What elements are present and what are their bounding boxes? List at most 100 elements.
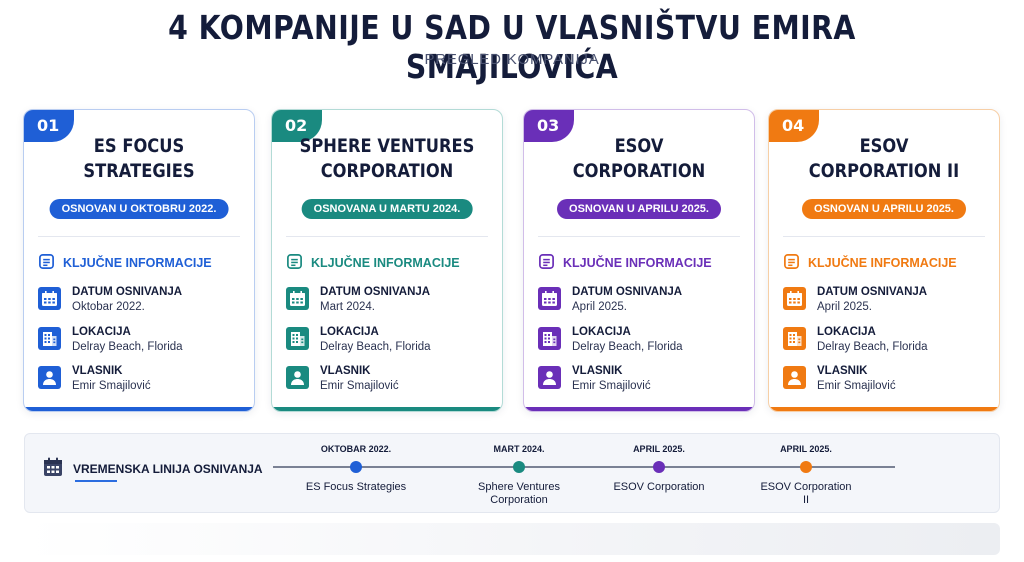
founding-date-row: DATUM OSNIVANJA Oktobar 2022. <box>38 285 182 315</box>
timeline-date: APRIL 2025. <box>633 444 685 454</box>
location-row: LOKACIJA Delray Beach, Florida <box>286 325 431 355</box>
founding-date-label: DATUM OSNIVANJA <box>817 286 928 298</box>
company-name-line-1: ESOV <box>859 136 909 157</box>
timeline-date: MART 2024. <box>493 444 545 454</box>
founded-badge: OSNOVAN U APRILU 2025. <box>802 199 966 219</box>
owner-row: VLASNIK Emir Smajilović <box>286 364 399 394</box>
card-accent-bar <box>524 407 754 411</box>
key-info-title: KLJUČNE INFORMACIJE <box>808 256 957 270</box>
person-icon <box>538 366 561 389</box>
company-card: 02 SPHERE VENTURES CORPORATION OSNOVANA U M… <box>271 109 503 412</box>
owner-label: VLASNIK <box>817 365 868 377</box>
card-number: 01 <box>24 110 74 142</box>
key-info-title: KLJUČNE INFORMACIJE <box>311 256 460 270</box>
founding-date-row: DATUM OSNIVANJA April 2025. <box>538 285 682 315</box>
founded-badge: OSNOVAN U APRILU 2025. <box>557 199 721 219</box>
key-info-heading: KLJUČNE INFORMACIJE <box>538 253 712 273</box>
clipboard-list-icon <box>538 253 555 273</box>
calendar-icon <box>286 287 309 310</box>
company-name-line-2: CORPORATION <box>320 161 454 182</box>
founding-date-row: DATUM OSNIVANJA April 2025. <box>783 285 927 315</box>
card-number: 03 <box>524 110 574 142</box>
faded-bottom-bar <box>24 523 1000 555</box>
company-name-line-1: ESOV <box>614 136 664 157</box>
owner-value: Emir Smajilović <box>72 380 151 392</box>
location-label: LOKACIJA <box>72 326 131 338</box>
location-label: LOKACIJA <box>572 326 631 338</box>
company-card: 01 ES FOCUS STRATEGIES OSNOVAN U OKTOBRU 20… <box>23 109 255 412</box>
card-number: 02 <box>272 110 322 142</box>
owner-value: Emir Smajilović <box>320 380 399 392</box>
key-info-heading: KLJUČNE INFORMACIJE <box>783 253 957 273</box>
page-title: 4 KOMPANIJE U SAD U VLASNIŠTVU EMIRA SMA… <box>168 8 856 86</box>
company-name: ESOV CORPORATION II <box>783 134 985 184</box>
timeline-company-name: ES Focus Strategies <box>305 481 407 493</box>
timeline-label: VREMENSKA LINIJA OSNIVANJA <box>73 461 263 476</box>
building-icon <box>783 327 806 350</box>
company-name: SPHERE VENTURES CORPORATION <box>286 134 488 184</box>
company-card: 04 ESOV CORPORATION II OSNOVAN U APRILU 202… <box>768 109 1000 412</box>
owner-label: VLASNIK <box>320 365 371 377</box>
person-icon <box>286 366 309 389</box>
timeline-date: APRIL 2025. <box>780 444 832 454</box>
founding-date-label: DATUM OSNIVANJA <box>320 286 431 298</box>
timeline-dot <box>350 461 362 473</box>
owner-label: VLASNIK <box>572 365 623 377</box>
owner-value: Emir Smajilović <box>817 380 896 392</box>
timeline-company-name: Sphere Ventures Corporation <box>478 481 560 506</box>
timeline-header: VREMENSKA LINIJA OSNIVANJA <box>42 456 263 481</box>
owner-label: VLASNIK <box>72 365 123 377</box>
key-info-heading: KLJUČNE INFORMACIJE <box>286 253 460 273</box>
card-accent-bar <box>24 407 254 411</box>
card-accent-bar <box>769 407 999 411</box>
founding-date-label: DATUM OSNIVANJA <box>572 286 683 298</box>
timeline-axis <box>273 466 895 468</box>
founding-date-value: Oktobar 2022. <box>72 301 145 313</box>
person-icon <box>38 366 61 389</box>
building-icon <box>286 327 309 350</box>
company-name-line-2: CORPORATION II <box>808 161 960 182</box>
card-divider <box>38 236 240 237</box>
company-name: ES FOCUS STRATEGIES <box>38 134 240 184</box>
founded-badge: OSNOVAN U OKTOBRU 2022. <box>49 199 229 219</box>
location-label: LOKACIJA <box>817 326 876 338</box>
location-row: LOKACIJA Delray Beach, Florida <box>38 325 183 355</box>
location-value: Delray Beach, Florida <box>320 341 431 353</box>
page-subtitle: PREGLED KOMPANIJA <box>424 51 600 68</box>
founding-timeline: VREMENSKA LINIJA OSNIVANJA OKTOBAR 2022.… <box>24 433 1000 513</box>
founding-date-row: DATUM OSNIVANJA Mart 2024. <box>286 285 430 315</box>
card-divider <box>538 236 740 237</box>
founding-date-label: DATUM OSNIVANJA <box>72 286 183 298</box>
company-name-line-2: CORPORATION <box>572 161 706 182</box>
founding-date-value: April 2025. <box>572 301 627 313</box>
owner-row: VLASNIK Emir Smajilović <box>38 364 151 394</box>
clipboard-list-icon <box>286 253 303 273</box>
calendar-icon <box>783 287 806 310</box>
timeline-dot <box>513 461 525 473</box>
calendar-icon <box>538 287 561 310</box>
timeline-company-name: ESOV Corporation <box>613 481 705 493</box>
timeline-label-underline <box>75 480 117 482</box>
clipboard-list-icon <box>38 253 55 273</box>
company-name-line-2: STRATEGIES <box>83 161 195 182</box>
card-number: 04 <box>769 110 819 142</box>
owner-row: VLASNIK Emir Smajilović <box>538 364 651 394</box>
location-value: Delray Beach, Florida <box>572 341 683 353</box>
owner-value: Emir Smajilović <box>572 380 651 392</box>
owner-row: VLASNIK Emir Smajilović <box>783 364 896 394</box>
clipboard-list-icon <box>783 253 800 273</box>
card-divider <box>286 236 488 237</box>
card-divider <box>783 236 985 237</box>
timeline-dot <box>800 461 812 473</box>
company-name-line-1: SPHERE VENTURES <box>299 136 475 157</box>
timeline-date: OKTOBAR 2022. <box>320 444 392 454</box>
company-name-line-1: ES FOCUS <box>93 136 185 157</box>
key-info-heading: KLJUČNE INFORMACIJE <box>38 253 212 273</box>
founding-date-value: April 2025. <box>817 301 872 313</box>
key-info-title: KLJUČNE INFORMACIJE <box>563 256 712 270</box>
card-accent-bar <box>272 407 502 411</box>
calendar-icon <box>38 287 61 310</box>
founded-badge: OSNOVANA U MARTU 2024. <box>301 199 473 219</box>
calendar-icon <box>42 456 64 481</box>
key-info-title: KLJUČNE INFORMACIJE <box>63 256 212 270</box>
